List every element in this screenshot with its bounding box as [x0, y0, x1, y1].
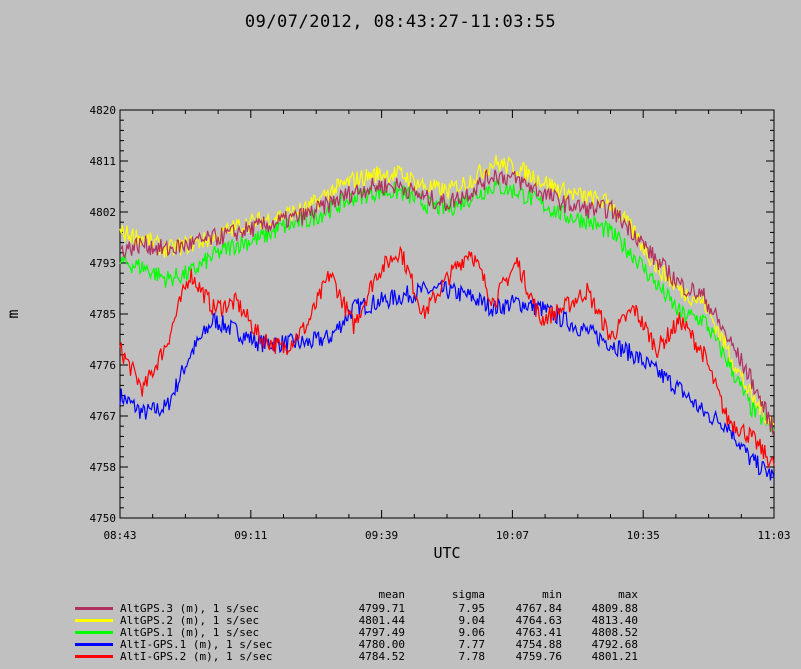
y-tick-label: 4750: [90, 512, 117, 525]
y-tick-label: 4802: [90, 206, 117, 219]
y-tick-label: 4767: [90, 410, 117, 423]
y-tick-label: 4776: [90, 359, 117, 372]
series-line-2: [119, 155, 775, 426]
chart-title: 09/07/2012, 08:43:27-11:03:55: [244, 12, 557, 32]
series-line-5: [119, 245, 775, 469]
x-tick-label: 09:39: [365, 529, 398, 542]
series-line-3: [119, 178, 775, 433]
x-tick-label: 11:03: [757, 529, 790, 542]
x-tick-label: 09:11: [234, 529, 267, 542]
y-tick-label: 4785: [90, 308, 117, 321]
x-tick-label: 10:35: [627, 529, 660, 542]
series-line-1: [119, 168, 775, 436]
y-tick-label: 4811: [90, 155, 117, 168]
x-axis-label: UTC: [433, 544, 460, 562]
y-axis-label: m: [4, 309, 22, 318]
x-tick-label: 08:43: [103, 529, 136, 542]
series-line-4: [119, 279, 775, 481]
x-tick-label: 10:07: [496, 529, 529, 542]
y-tick-label: 4820: [90, 104, 117, 117]
y-tick-label: 4758: [90, 461, 117, 474]
y-tick-label: 4793: [90, 257, 117, 270]
plot-frame: [119, 109, 775, 519]
